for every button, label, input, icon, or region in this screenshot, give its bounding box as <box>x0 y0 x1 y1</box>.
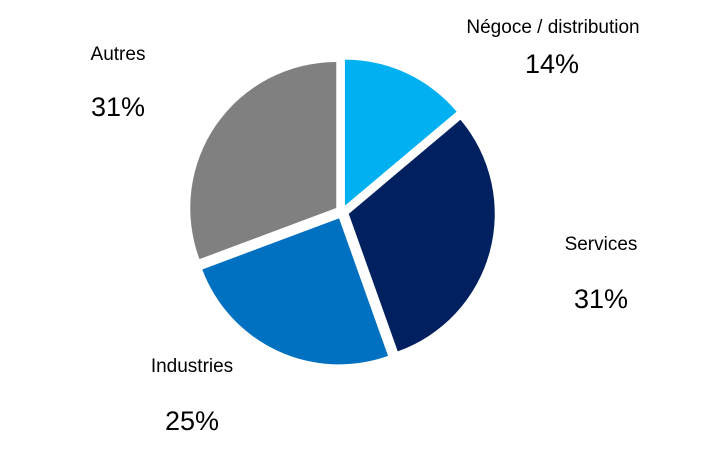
slice-label-autres: Autres <box>90 44 146 65</box>
pie-slice-autres <box>190 62 337 260</box>
pie-slice-services <box>348 119 495 352</box>
slice-value-industries: 25% <box>164 406 220 436</box>
pie-slice-industries <box>202 218 389 365</box>
slice-label-negoce: Négoce / distribution <box>466 17 640 38</box>
slice-value-negoce: 14% <box>524 49 580 79</box>
slice-value-services: 31% <box>573 284 629 314</box>
slice-label-industries: Industries <box>150 356 234 377</box>
slice-label-services: Services <box>564 234 638 255</box>
pie-slice-n-goce-distribution <box>344 59 457 206</box>
slice-value-autres: 31% <box>90 92 146 122</box>
